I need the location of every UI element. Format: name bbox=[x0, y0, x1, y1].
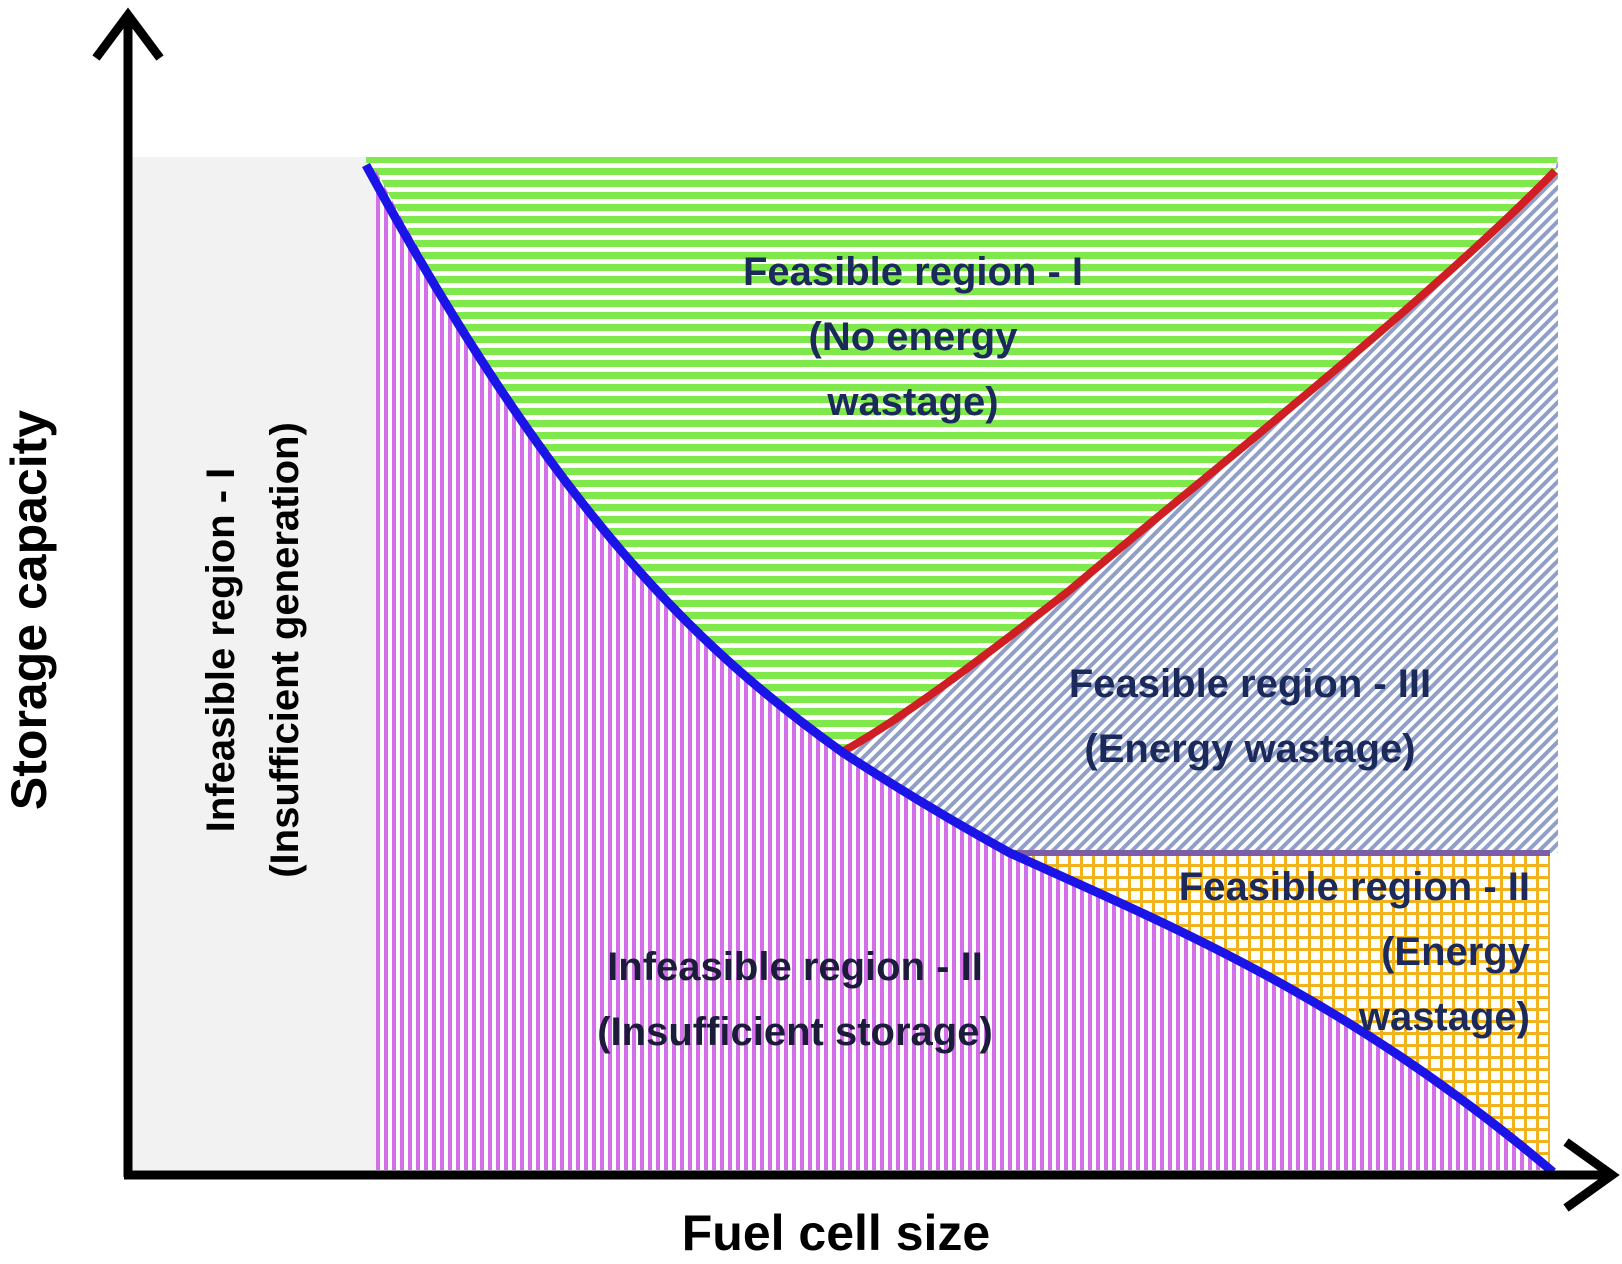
feasible-region-1-line-2: (No energy bbox=[809, 315, 1019, 359]
feasible-region-3-line-2: (Energy wastage) bbox=[1084, 727, 1415, 771]
feasible-region-2-line-1: Feasible region - II bbox=[1179, 865, 1530, 909]
infeasible-region-2-fill bbox=[376, 170, 1550, 1170]
feasible-region-2-label: Feasible region - II (Energy wastage) bbox=[1179, 865, 1531, 1039]
infeasible-region-2-label: Infeasible region - II (Insufficient sto… bbox=[597, 945, 993, 1054]
x-axis-label: Fuel cell size bbox=[682, 1205, 990, 1259]
infeasible-region-1-label: Infeasible region - I (Insufficient gene… bbox=[199, 422, 307, 878]
x-axis-arrowhead bbox=[1563, 1138, 1620, 1212]
red-boundary-curve bbox=[840, 168, 1558, 756]
feasible-region-3-label: Feasible region - III (Energy wastage) bbox=[1069, 662, 1431, 771]
infeasible-region-1-fill bbox=[128, 157, 376, 1170]
feasible-region-1-fill bbox=[366, 157, 1558, 752]
y-axis-arrowhead bbox=[92, 7, 164, 61]
feasible-region-1-line-1: Feasible region - I bbox=[743, 250, 1083, 294]
y-axis-label: Storage capacity bbox=[1, 410, 57, 810]
infeasible-region-2-line-2: (Insufficient storage) bbox=[597, 1010, 993, 1054]
infeasible-region-2-line-1: Infeasible region - II bbox=[607, 945, 983, 989]
blue-boundary-curve bbox=[362, 162, 1556, 1176]
feasible-region-2-line-2: (Energy bbox=[1381, 930, 1531, 974]
feasible-region-3-fill bbox=[842, 157, 1558, 853]
feasible-region-1-label: Feasible region - I (No energy wastage) bbox=[743, 250, 1083, 424]
infeasible-region-1-line-2: (Insufficient generation) bbox=[263, 422, 307, 878]
feasible-region-2-fill bbox=[1010, 853, 1550, 1170]
infeasible-region-1-line-1: Infeasible region - I bbox=[199, 468, 243, 833]
feasible-region-3-line-1: Feasible region - III bbox=[1069, 662, 1431, 706]
feasible-region-2-line-3: wastage) bbox=[1358, 995, 1530, 1039]
feasible-region-1-line-3: wastage) bbox=[826, 380, 998, 424]
